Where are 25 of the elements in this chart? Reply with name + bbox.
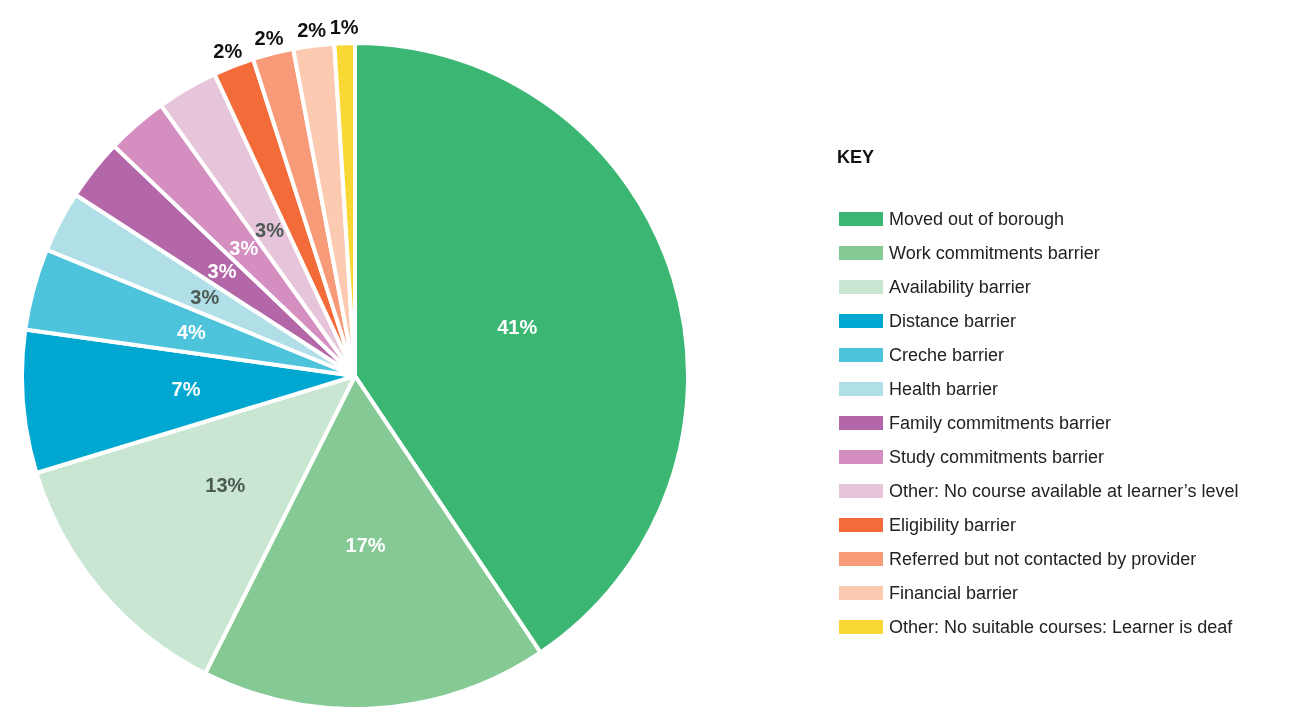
legend-label: Financial barrier (889, 583, 1019, 603)
legend-label: Other: No suitable courses: Learner is deaf (889, 617, 1234, 637)
legend-label: Availability barrier (889, 277, 1031, 297)
data-label: 2% (254, 26, 284, 49)
legend-label: Moved out of borough (889, 209, 1065, 229)
data-label: 17% (345, 534, 386, 557)
data-label: 7% (171, 378, 201, 401)
data-label: 1% (329, 16, 359, 39)
legend-label: Creche barrier (889, 345, 1005, 365)
data-label: 4% (176, 320, 207, 343)
legend-label: Eligibility barrier (889, 515, 1017, 535)
data-label: 2% (213, 40, 243, 63)
legend-label: Family commitments barrier (889, 413, 1112, 433)
legend-label: Health barrier (889, 379, 999, 399)
data-label: 13% (205, 474, 246, 497)
legend-title: KEY (837, 147, 875, 167)
data-label: 3% (190, 286, 220, 309)
legend-label: Referred but not contacted by provider (889, 549, 1197, 569)
data-label: 3% (207, 259, 237, 282)
legend-label: Study commitments barrier (889, 447, 1105, 467)
legend-label: Distance barrier (889, 311, 1017, 331)
data-label: 41% (497, 315, 538, 338)
legend-label: Work commitments barrier (889, 243, 1100, 263)
data-label: 2% (297, 18, 327, 41)
legend-label: Other: No course available at learner’s level (889, 481, 1239, 501)
